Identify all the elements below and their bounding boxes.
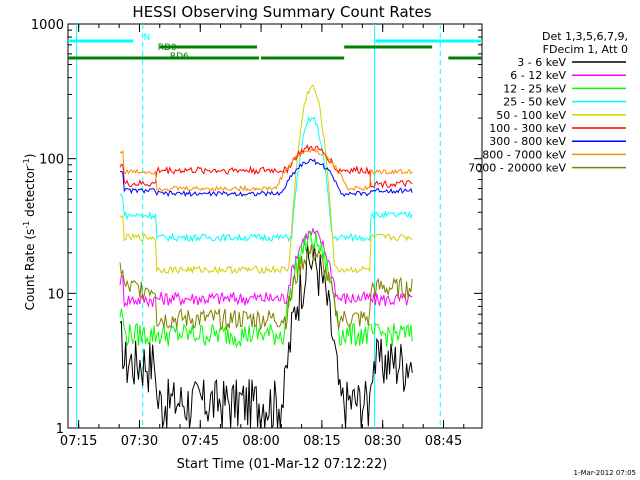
x-tick-label: 08:15 xyxy=(303,434,340,449)
curves-group xyxy=(76,24,441,428)
flag-n-label: N xyxy=(144,33,151,43)
y-tick-label: 1000 xyxy=(31,18,64,33)
y-axis-label-sup-2: -1 xyxy=(22,158,31,166)
series-line-4 xyxy=(119,115,413,243)
x-tick-label: 07:15 xyxy=(60,434,97,449)
y-tick-label: 1 xyxy=(56,422,64,437)
legend: Det 1,3,5,6,7,9, FDecim 1, Att 0 3 - 6 k… xyxy=(468,30,628,175)
y-tick-label: 100 xyxy=(39,153,64,168)
legend-label: 7000 - 20000 keV xyxy=(468,162,566,175)
series-line-1 xyxy=(119,241,413,428)
legend-header-line-1: Det 1,3,5,6,7,9, xyxy=(542,30,628,43)
legend-label: 300 - 800 keV xyxy=(489,135,566,148)
series-line-8 xyxy=(119,148,413,192)
legend-label: 800 - 7000 keV xyxy=(482,148,566,161)
legend-label: 12 - 25 keV xyxy=(503,82,566,95)
legend-label: 6 - 12 keV xyxy=(510,69,566,82)
legend-label: 3 - 6 keV xyxy=(517,56,566,69)
flag-rd0-label: RD0 xyxy=(158,43,177,53)
chart-title: HESSI Observing Summary Count Rates xyxy=(132,3,431,21)
legend-header-line-2: FDecim 1, Att 0 xyxy=(543,43,628,56)
y-axis-label-sup-1: -1 xyxy=(22,221,31,229)
series-line-7 xyxy=(119,158,413,198)
plot-frame xyxy=(67,23,483,429)
series-line-3 xyxy=(119,229,413,349)
series-line-5 xyxy=(119,84,413,275)
x-tick-label: 07:45 xyxy=(182,434,219,449)
x-tick-label: 08:00 xyxy=(242,434,279,449)
series-line-6 xyxy=(119,144,413,189)
footer-date: 1-Mar-2012 07:05 xyxy=(574,469,636,477)
y-axis-label-main: Count Rate (s xyxy=(23,229,37,311)
x-tick-label: 07:30 xyxy=(121,434,158,449)
plot-area: 1 10 100 1000 07:15 07:30 07:45 08:00 08:15 08:30… xyxy=(31,18,483,449)
x-tick-label: 08:45 xyxy=(425,434,462,449)
x-axis-label: Start Time (01-Mar-12 07:12:22) xyxy=(177,457,388,472)
series-line-9 xyxy=(119,244,413,332)
series-line-2 xyxy=(119,226,413,308)
x-tick-label: 08:30 xyxy=(364,434,401,449)
flag-rd6-label: RD6 xyxy=(170,52,189,62)
legend-label: 50 - 100 keV xyxy=(496,109,566,122)
legend-label: 25 - 50 keV xyxy=(503,96,566,109)
y-axis-label-mid: detector xyxy=(23,166,37,221)
y-tick-label: 10 xyxy=(47,287,64,302)
y-axis-label-close: ) xyxy=(23,154,37,159)
y-axis-label: Count Rate (s-1 detector-1) xyxy=(22,154,37,311)
legend-label: 100 - 300 keV xyxy=(489,122,566,135)
